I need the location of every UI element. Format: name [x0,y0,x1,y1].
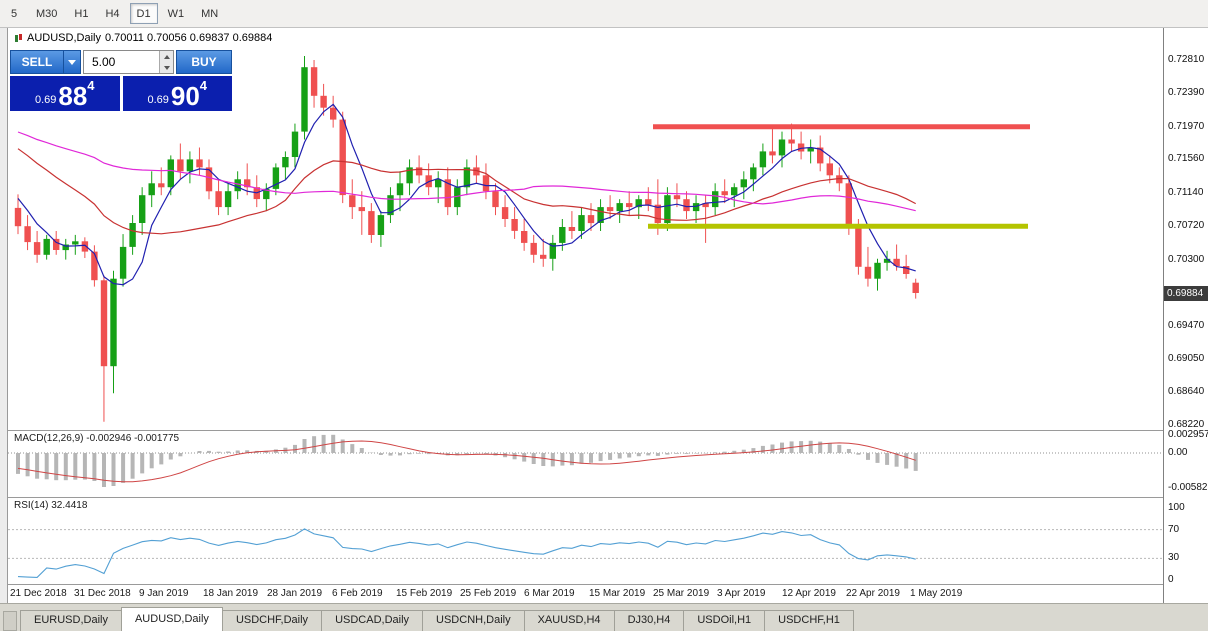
price-axis-label: 0.72390 [1168,87,1205,98]
rsi-indicator-label: RSI(14) 32.4418 [14,500,88,511]
macd-pane[interactable] [8,431,1163,497]
candlestick-icon [14,33,23,43]
timeframe-button-m30[interactable]: M30 [36,7,58,20]
pane-separator [8,584,1207,585]
chevron-down-icon [68,59,76,65]
rsi-pane[interactable] [8,498,1163,584]
chart-tab-eurusd-daily[interactable]: EURUSD,Daily [20,610,122,631]
chart-ohlc-values: 0.70011 0.70056 0.69837 0.69884 [104,32,273,44]
price-axis-label: 0.72810 [1168,54,1205,65]
rsi-axis-label: 30 [1168,552,1180,563]
price-axis-label: 0.71560 [1168,153,1205,164]
volume-increase-button[interactable] [160,51,173,62]
time-axis-label: 25 Feb 2019 [460,588,517,599]
time-axis-label: 6 Feb 2019 [332,588,383,599]
price-axis-label: 0.69470 [1168,320,1205,331]
sell-price-big-digits: 88 [58,81,88,111]
rsi-axis-label: 100 [1168,502,1185,513]
chart-tab-usdchf-daily[interactable]: USDCHF,Daily [221,610,323,631]
price-axis-label: 0.68220 [1168,419,1205,430]
time-axis-label: 21 Dec 2018 [10,588,67,599]
volume-input[interactable] [84,51,173,73]
timeframe-button-d1[interactable]: D1 [129,3,158,24]
chart-tab-usdcad-daily[interactable]: USDCAD,Daily [321,610,424,631]
buy-button[interactable]: BUY [176,50,232,74]
tab-scroll-button[interactable] [3,611,17,631]
volume-spinner [159,51,173,73]
current-price-badge: 0.69884 [1164,286,1208,301]
volume-decrease-button[interactable] [160,62,173,73]
chart-title: AUDUSD,Daily 0.70011 0.70056 0.69837 0.6… [14,32,272,44]
time-axis-label: 22 Apr 2019 [846,588,900,599]
time-axis-label: 28 Jan 2019 [267,588,323,599]
macd-indicator-label: MACD(12,26,9) -0.002946 -0.001775 [14,433,180,444]
price-axis-label: 0.70300 [1168,254,1205,265]
sell-button[interactable]: SELL [10,50,64,74]
sell-price-display[interactable]: 0.69 88 4 [10,76,120,111]
macd-axis-label: 0.002957 [1168,429,1208,440]
buy-price-prefix: 0.69 [147,94,169,106]
buy-price-pip: 4 [199,78,208,93]
time-axis-label: 31 Dec 2018 [74,588,131,599]
chart-tabbar: EURUSD,Daily AUDUSD,Daily USDCHF,Daily USDC… [0,603,1208,631]
chart-tab-dj30-h4[interactable]: DJ30,H4 [613,610,685,631]
chart-tab-usdoil-h1[interactable]: USDOil,H1 [683,610,766,631]
macd-axis-label: -0.005825 [1168,482,1208,493]
price-axis-label: 0.68640 [1168,386,1205,397]
price-axis-label: 0.71140 [1168,187,1204,198]
sell-price-prefix: 0.69 [34,94,57,106]
pane-separator[interactable] [8,430,1207,431]
time-axis-label: 15 Feb 2019 [396,588,453,599]
time-axis-label: 12 Apr 2019 [782,588,836,599]
trade-controls-row: SELL BUY [10,50,232,74]
time-axis-label: 9 Jan 2019 [139,588,189,599]
volume-field-wrap [83,50,174,74]
timeframe-toolbar: 5 M30 H1 H4 D1 W1 MN [0,0,1208,28]
buy-price-big-digits: 90 [170,81,200,111]
timeframe-button-5[interactable]: 5 [10,7,18,20]
chart-tab-usdchf-h1[interactable]: USDCHF,H1 [764,610,854,631]
time-axis-label: 18 Jan 2019 [203,588,259,599]
buy-price-display[interactable]: 0.69 90 4 [122,76,232,111]
price-axis-label: 0.69050 [1168,353,1205,364]
price-axis: 0.72810 0.72390 0.71970 0.71560 0.71140 0.707… [1163,28,1208,603]
timeframe-button-mn[interactable]: MN [201,7,219,20]
time-axis-label: 3 Apr 2019 [717,588,766,599]
price-axis-label: 0.70720 [1168,220,1205,231]
timeframe-button-h1[interactable]: H1 [74,7,89,20]
time-axis-label: 25 Mar 2019 [653,588,710,599]
macd-axis-label: 0.00 [1168,447,1188,458]
time-axis-label: 1 May 2019 [910,588,963,599]
time-axis-label: 15 Mar 2019 [589,588,646,599]
rsi-axis-label: 0 [1168,574,1174,585]
timeframe-button-w1[interactable]: W1 [167,7,185,20]
price-chart-canvas[interactable] [8,28,1163,430]
chart-tab-audusd-daily[interactable]: AUDUSD,Daily [120,607,223,631]
trade-prices-row: 0.69 88 4 0.69 90 4 [10,76,232,111]
price-axis-label: 0.71970 [1168,121,1205,132]
timeframe-button-h4[interactable]: H4 [105,7,120,20]
time-axis: 21 Dec 2018 31 Dec 2018 9 Jan 2019 18 Jan 2… [8,585,1163,603]
time-axis-label: 6 Mar 2019 [524,588,575,599]
chart-tab-usdcnh-daily[interactable]: USDCNH,Daily [422,610,525,631]
rsi-axis-label: 70 [1168,524,1180,535]
trade-options-dropdown[interactable] [64,50,81,74]
chart-tab-xauusd-h4[interactable]: XAUUSD,H4 [523,610,615,631]
pane-separator[interactable] [8,497,1207,498]
chart-symbol-label: AUDUSD,Daily [27,32,101,44]
sell-price-pip: 4 [87,78,95,93]
chart-window: 21 Dec 2018 31 Dec 2018 9 Jan 2019 18 Jan 2… [7,28,1208,603]
one-click-trading-panel: SELL BUY 0.69 88 4 [10,50,232,111]
